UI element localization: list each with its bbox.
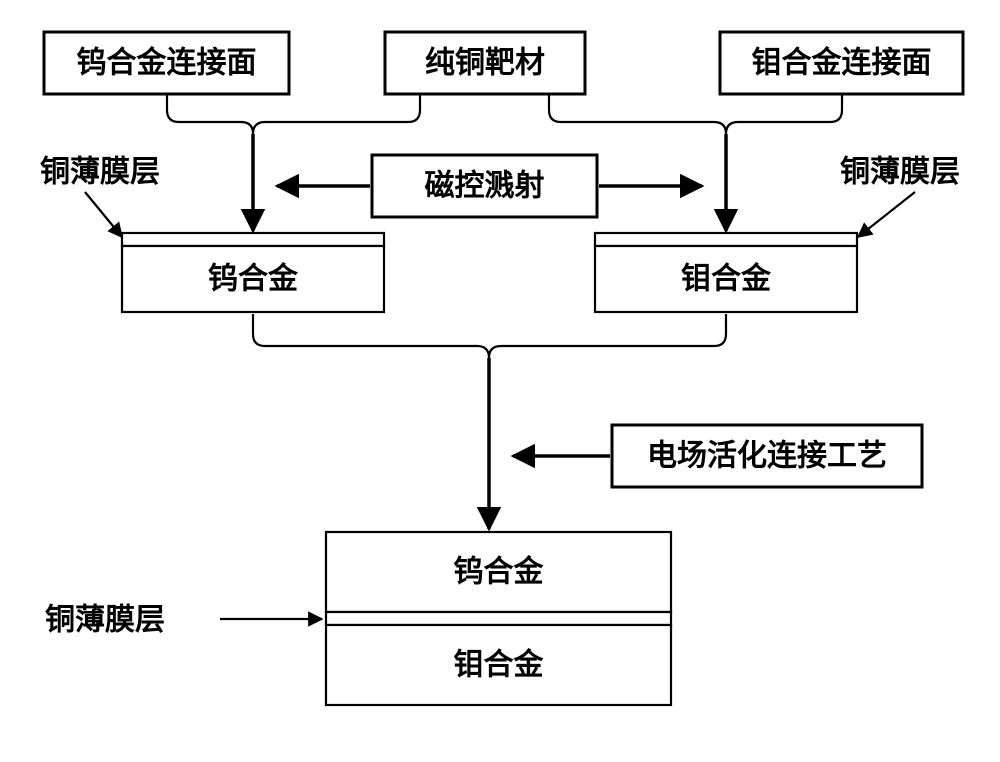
node-w-alloy-surface: 钨合金连接面 (44, 32, 289, 94)
label-w-alloy-surface: 钨合金连接面 (77, 46, 257, 80)
label-w-alloy-block: 钨合金 (208, 262, 299, 296)
label-out-mo-alloy: 钼合金 (454, 648, 545, 682)
label-cu-film-right: 铜薄膜层 (840, 156, 960, 189)
bracket-top-left (167, 95, 420, 134)
node-output-stack: 钨合金 钼合金 (326, 532, 671, 705)
node-cu-target: 纯铜靶材 (385, 32, 585, 94)
node-magnetron-sputtering: 磁控溅射 (372, 155, 597, 217)
mo-alloy-cu-layer (595, 233, 857, 246)
w-alloy-cu-layer (122, 233, 384, 246)
node-mo-alloy-block: 钼合金 (595, 233, 857, 312)
label-magnetron-sputtering: 磁控溅射 (425, 169, 545, 203)
output-cu-layer (326, 612, 671, 625)
node-field-activated-bonding: 电场活化连接工艺 (612, 425, 922, 487)
label-out-w-alloy: 钨合金 (454, 555, 545, 589)
label-mo-alloy-block: 钼合金 (681, 262, 772, 296)
bracket-mid (253, 314, 726, 358)
node-w-alloy-block: 钨合金 (122, 233, 384, 312)
label-mo-alloy-surface: 钼合金连接面 (752, 46, 932, 80)
label-field-activated-bonding: 电场活化连接工艺 (647, 440, 887, 473)
node-mo-alloy-surface: 钼合金连接面 (720, 32, 963, 94)
bracket-top-right (549, 95, 842, 134)
label-cu-film-out: 铜薄膜层 (45, 604, 165, 637)
arrow-cu-label-left (85, 192, 122, 237)
label-cu-film-left: 铜薄膜层 (40, 156, 160, 189)
flowchart-canvas: 钨合金连接面 纯铜靶材 钼合金连接面 磁控溅射 钨合金 钼合金 电场活化连接工艺… (0, 0, 1000, 762)
arrow-cu-label-right (858, 192, 915, 237)
label-cu-target: 纯铜靶材 (425, 47, 545, 80)
